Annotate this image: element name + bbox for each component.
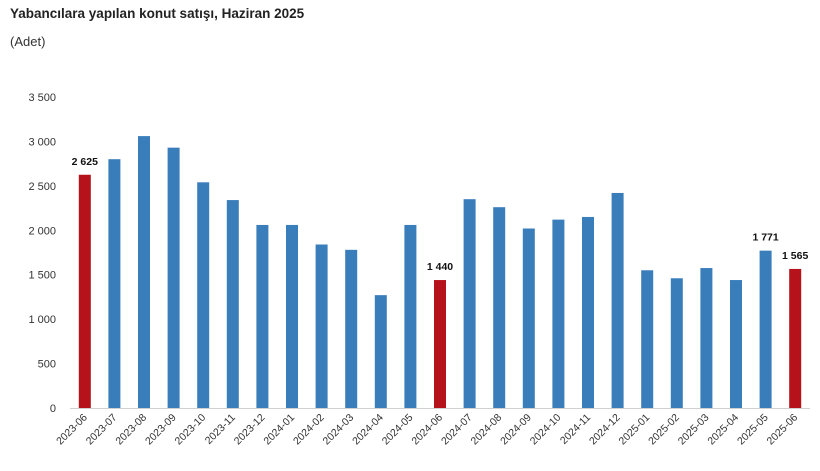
x-tick-label: 2024-07: [439, 412, 475, 448]
y-tick-label: 3 000: [28, 136, 56, 148]
bar: [522, 228, 535, 408]
x-tick-label: 2024-04: [350, 412, 386, 448]
y-tick-label: 2 500: [28, 181, 56, 193]
bar: [138, 136, 150, 408]
bar: [463, 199, 476, 408]
data-label: 1 771: [752, 232, 778, 244]
x-tick-label: 2025-06: [765, 412, 801, 448]
chart-title: Yabancılara yapılan konut satışı, Hazira…: [10, 6, 305, 21]
x-tick-label: 2023-10: [173, 412, 209, 448]
x-tick-label: 2024-02: [291, 412, 327, 448]
x-tick-label: 2024-06: [409, 412, 445, 448]
bar: [167, 147, 180, 409]
data-label: 1 440: [427, 261, 453, 273]
x-tick-label: 2025-04: [705, 412, 741, 448]
x-tick-label: 2025-02: [646, 412, 682, 448]
x-tick-label: 2024-05: [380, 412, 416, 448]
x-tick-label: 2024-08: [469, 412, 505, 448]
bar-highlighted: [78, 174, 91, 408]
bar: [404, 224, 417, 408]
y-tick-label: 1 500: [28, 270, 56, 282]
x-tick-label: 2024-09: [498, 412, 534, 448]
data-label: 2 625: [72, 156, 98, 168]
bar: [197, 182, 210, 408]
x-tick-label: 2024-01: [261, 412, 297, 448]
y-tick-label: 0: [50, 403, 56, 415]
x-tick-label: 2023-07: [84, 412, 120, 448]
bar: [611, 192, 624, 408]
x-tick-label: 2023-11: [203, 412, 238, 447]
bar: [582, 216, 594, 408]
bar: [670, 278, 683, 408]
x-tick-label: 2024-10: [528, 412, 564, 448]
x-tick-label: 2025-01: [617, 412, 653, 448]
bar: [759, 250, 772, 408]
y-tick-label: 1 000: [28, 314, 56, 326]
bar: [315, 244, 328, 408]
data-label: 1 565: [782, 250, 808, 262]
bar-highlighted: [434, 280, 446, 408]
y-tick-label: 2 000: [28, 225, 56, 237]
x-tick-label: 2023-06: [54, 412, 90, 448]
x-tick-label: 2023-12: [232, 412, 268, 448]
x-tick-label: 2024-03: [321, 412, 357, 448]
bar: [641, 270, 654, 408]
bar-highlighted: [789, 268, 802, 408]
bar: [286, 224, 298, 408]
bar: [256, 224, 269, 408]
x-tick-label: 2023-08: [113, 412, 149, 448]
bar: [374, 295, 387, 408]
x-tick-label: 2023-09: [143, 412, 179, 448]
bar: [226, 200, 239, 408]
bar: [345, 249, 358, 408]
bar: [730, 280, 742, 408]
bar: [552, 219, 565, 408]
unit-label: (Adet): [10, 34, 46, 49]
y-tick-label: 3 500: [28, 92, 56, 104]
x-tick-label: 2025-05: [735, 412, 771, 448]
x-tick-label: 2024-11: [558, 412, 593, 447]
bar: [700, 268, 713, 408]
bar: [493, 207, 506, 408]
x-tick-label: 2025-03: [676, 412, 712, 448]
bar: [108, 159, 121, 408]
x-tick-label: 2024-12: [587, 412, 623, 448]
y-tick-label: 500: [38, 359, 56, 371]
